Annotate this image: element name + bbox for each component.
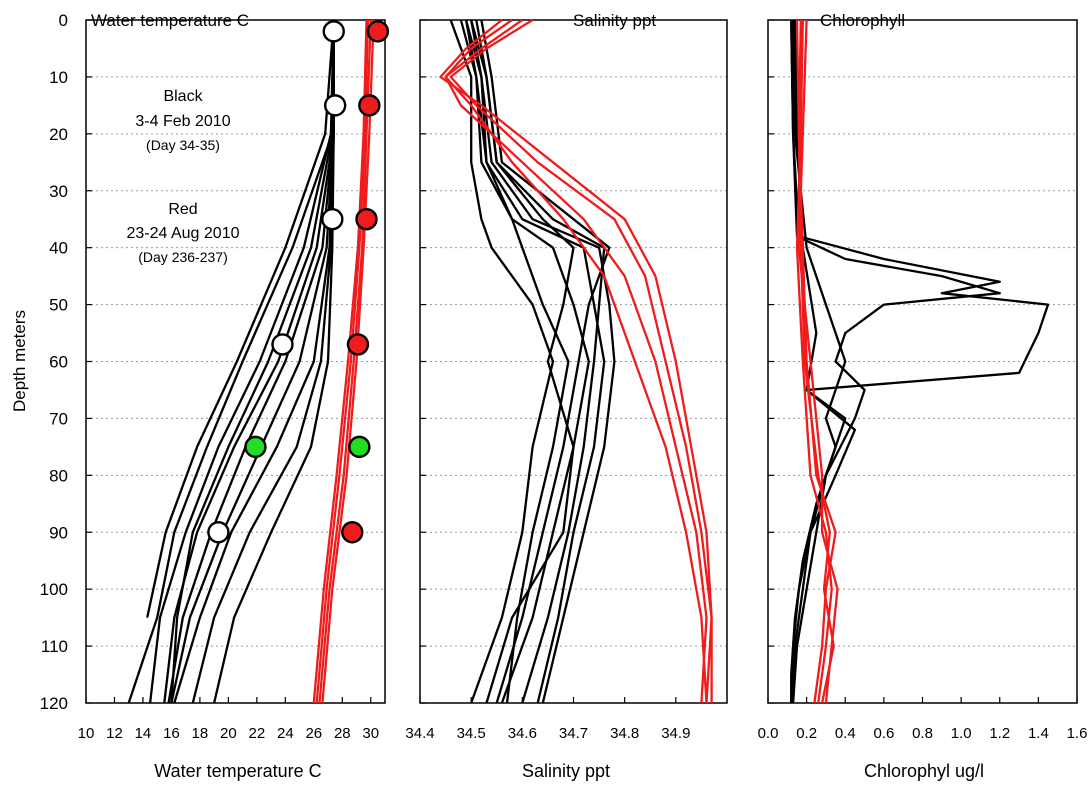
- depth-tick-label: 30: [49, 182, 68, 201]
- x-tick-label: 18: [192, 725, 209, 742]
- black-profile-line: [148, 19, 335, 704]
- x-tick-label: 12: [106, 725, 123, 742]
- depth-tick-label: 20: [49, 125, 68, 144]
- black-profile-line: [449, 19, 555, 704]
- red-profile-line: [449, 19, 713, 704]
- annotation-black-label: Black: [163, 88, 203, 105]
- white-sample-marker: [322, 20, 345, 43]
- x-tick-label: 22: [249, 725, 266, 742]
- black-series-annotation: Black 3-4 Feb 2010 (Day 34-35): [135, 88, 230, 153]
- x-tick-label: 0.8: [912, 725, 933, 742]
- red-sample-marker: [355, 208, 378, 231]
- x-tick-label: 24: [277, 725, 294, 742]
- red-profile-line: [321, 19, 375, 704]
- chlorophyll-panel-title: Chlorophyll: [820, 11, 905, 30]
- temperature-panel-title: Water temperature C: [91, 11, 249, 30]
- red-profile-line: [315, 19, 370, 704]
- salinity-panel-title: Salinity ppt: [573, 11, 656, 30]
- red-profile-line: [444, 19, 708, 704]
- x-tick-label: 16: [163, 725, 180, 742]
- black-profile-line: [464, 19, 606, 704]
- red-sample-marker: [341, 521, 364, 544]
- x-tick-label: 34.9: [661, 725, 690, 742]
- x-tick-label: 34.7: [559, 725, 588, 742]
- depth-tick-label: 0: [59, 11, 68, 30]
- x-tick-label: 34.8: [610, 725, 639, 742]
- red-profile-line: [312, 19, 368, 704]
- white-sample-marker: [323, 94, 347, 117]
- x-tick-label: 30: [362, 725, 379, 742]
- red-profile-line: [797, 19, 839, 704]
- x-tick-label: 1.6: [1067, 725, 1088, 742]
- x-tick-label: 34.6: [508, 725, 537, 742]
- red-profile-line: [444, 19, 708, 704]
- x-tick-label: 1.4: [1028, 725, 1049, 742]
- temperature-x-axis-title: Water temperature C: [154, 761, 321, 781]
- x-tick-label: 0.0: [758, 725, 779, 742]
- depth-axis: 0 10 20 30 40 50 60 70 80 90 100 110 120: [40, 11, 68, 713]
- black-profile-line: [464, 19, 570, 704]
- green-sample-marker: [348, 435, 371, 459]
- red-profile-line: [797, 19, 835, 704]
- salinity-x-axis-title: Salinity ppt: [522, 761, 610, 781]
- black-profile-line: [146, 19, 335, 618]
- annotation-red-date: 23-24 Aug 2010: [127, 225, 240, 242]
- depth-tick-label: 60: [49, 353, 68, 372]
- salinity-panel: 34.4 34.5 34.6 34.7 34.8 34.9: [405, 19, 728, 742]
- depth-tick-label: 80: [49, 466, 68, 485]
- depth-tick-label: 10: [49, 68, 68, 87]
- red-sample-marker: [346, 333, 370, 356]
- red-profile-line: [318, 19, 372, 704]
- red-sample-marker: [358, 94, 381, 117]
- white-sample-marker: [321, 208, 344, 231]
- x-tick-label: 14: [135, 725, 152, 742]
- x-tick-label: 26: [305, 725, 322, 742]
- panel-frame: [85, 19, 386, 704]
- x-tick-label: 10: [78, 725, 95, 742]
- red-series-annotation: Red 23-24 Aug 2010 (Day 236-237): [127, 201, 240, 265]
- annotation-red-label: Red: [168, 201, 197, 218]
- black-profile-line: [790, 19, 1050, 704]
- annotation-black-date: 3-4 Feb 2010: [135, 113, 230, 130]
- x-tick-label: 1.0: [951, 725, 972, 742]
- x-tick-label: 34.5: [457, 725, 486, 742]
- depth-tick-label: 50: [49, 296, 68, 315]
- red-sample-marker: [366, 20, 390, 43]
- chlorophyll-x-axis-title: Chlorophyl ug/l: [864, 761, 984, 781]
- annotation-black-day: (Day 34-35): [146, 137, 220, 153]
- x-tick-label: 34.4: [405, 725, 434, 742]
- black-profile-line: [480, 19, 611, 704]
- white-sample-marker: [207, 521, 230, 544]
- x-tick-label: 0.4: [835, 725, 856, 742]
- depth-tick-label: 90: [49, 523, 68, 542]
- depth-tick-label: 120: [40, 694, 68, 713]
- x-tick-label: 0.6: [873, 725, 894, 742]
- x-tick-label: 0.2: [796, 725, 817, 742]
- black-profile-line: [470, 19, 575, 704]
- black-profile-line: [212, 20, 335, 704]
- depth-tick-label: 100: [40, 580, 68, 599]
- x-tick-label: 1.2: [989, 725, 1010, 742]
- x-tick-label: 20: [220, 725, 237, 742]
- x-tick-label: 28: [334, 725, 351, 742]
- red-profile-line: [439, 19, 713, 703]
- depth-tick-label: 110: [41, 637, 68, 656]
- depth-tick-label: 70: [49, 409, 68, 428]
- black-profile-line: [470, 19, 616, 704]
- white-sample-marker: [271, 333, 294, 356]
- temperature-panel: 10 12 14 16 18 20 22 24 26 28 30: [78, 19, 390, 742]
- black-profile-line: [170, 19, 335, 704]
- green-sample-marker: [244, 435, 267, 459]
- depth-axis-title: Depth meters: [10, 310, 29, 412]
- chlorophyll-panel: 0.0 0.2 0.4 0.6 0.8 1.0 1.2 1.4 1.6: [758, 19, 1088, 742]
- depth-tick-label: 40: [49, 239, 68, 258]
- annotation-red-day: (Day 236-237): [138, 249, 228, 265]
